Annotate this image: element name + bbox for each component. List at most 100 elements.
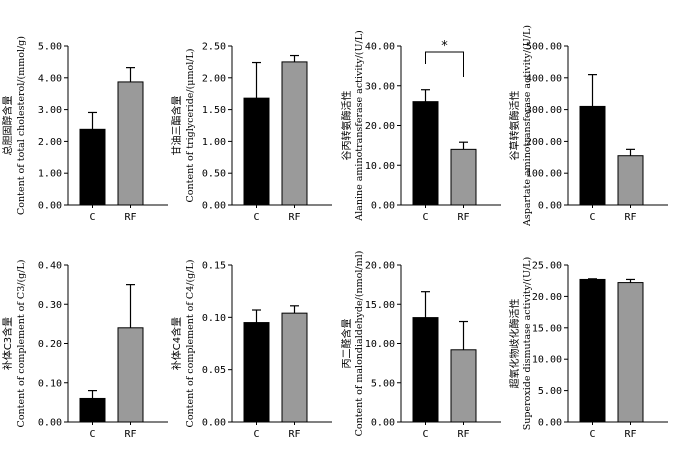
- y-tick-label: 0.10: [202, 313, 226, 324]
- y-tick-label: 15.00: [365, 300, 395, 311]
- y-tick-label: 0.40: [38, 261, 62, 272]
- y-tick-label: 500.00: [526, 42, 562, 53]
- y-axis-label-en: Content of complement of C3/(g/L): [16, 260, 27, 428]
- y-tick-label: 5.00: [38, 42, 62, 53]
- y-tick-label: 2.00: [202, 73, 226, 84]
- bar-RF: [450, 148, 477, 206]
- y-tick-label: 0.00: [38, 418, 62, 429]
- category-label: RF: [457, 212, 469, 223]
- y-axis-label-zh: 补体C4含量: [170, 317, 183, 370]
- category-label: RF: [124, 212, 136, 223]
- y-tick-label: 3.00: [38, 105, 62, 116]
- y-tick-label: 1.00: [202, 137, 226, 148]
- chart-panel-6: 0.00 0.05 0.10 0.15 C RF 补体C4含量 Content of comp…: [170, 260, 332, 440]
- y-tick-label: 0.00: [202, 201, 226, 212]
- y-tick-label: 5.00: [371, 378, 395, 389]
- y-tick-label: 1.00: [38, 169, 62, 180]
- y-tick-label: 0.30: [38, 300, 62, 311]
- y-axis-label-en: Alanine aminotransferase activity/(U/L): [354, 30, 365, 221]
- chart-panel-3: 0.00 10.00 20.00 30.00 40.00 C RF * 谷丙转氨酶活性 Alani…: [340, 30, 501, 223]
- significance-marker: *: [441, 39, 448, 54]
- bar-C: [79, 397, 106, 423]
- bar-RF: [281, 61, 308, 206]
- chart-panel-4: 0.00 100.00 200.00 300.00 400.00 500.00 C RF 谷草转…: [508, 25, 668, 227]
- y-tick-label: 0.00: [538, 418, 562, 429]
- y-tick-label: 400.00: [526, 73, 562, 84]
- bar-C: [579, 278, 606, 423]
- y-tick-label: 30.00: [365, 81, 395, 92]
- y-tick-label: 4.00: [38, 73, 62, 84]
- category-label: C: [589, 429, 595, 440]
- category-label: C: [89, 212, 95, 223]
- y-axis-label-en: Content of malondialdehyde/(nmol/ml): [354, 251, 365, 437]
- bar-C: [412, 101, 439, 206]
- y-tick-label: 15.00: [532, 323, 562, 334]
- y-tick-label: 0.00: [538, 201, 562, 212]
- significance-bracket: [425, 51, 464, 77]
- y-tick-label: 0.00: [371, 201, 395, 212]
- y-axis-label-zh: 谷丙转氨酶活性: [340, 91, 353, 161]
- y-tick-label: 20.00: [365, 261, 395, 272]
- chart-panel-8: 0.00 5.00 10.00 15.00 20.00 25.00 C RF 超氧化物歧化酶活性…: [508, 257, 668, 440]
- y-tick-label: 40.00: [365, 42, 395, 53]
- category-label: RF: [124, 429, 136, 440]
- y-tick-label: 0.00: [371, 418, 395, 429]
- category-label: C: [253, 212, 259, 223]
- y-tick-label: 100.00: [526, 169, 562, 180]
- y-axis-label-en: Content of total cholesterol/(mmol/g): [16, 36, 27, 215]
- y-tick-label: 20.00: [365, 121, 395, 132]
- y-tick-label: 1.50: [202, 105, 226, 116]
- y-tick-label: 25.00: [532, 261, 562, 272]
- y-axis-label-en: Content of complement of C4/(g/L): [185, 260, 196, 428]
- y-tick-label: 10.00: [365, 161, 395, 172]
- chart-panel-2: 0.00 0.50 1.00 1.50 2.00 2.50 C RF 甘油三酯含量 Content…: [170, 42, 332, 223]
- y-tick-label: 0.00: [202, 418, 226, 429]
- y-tick-label: 0.20: [38, 339, 62, 350]
- y-tick-label: 200.00: [526, 137, 562, 148]
- y-tick-label: 5.00: [538, 386, 562, 397]
- category-label: C: [422, 212, 428, 223]
- category-label: RF: [288, 212, 300, 223]
- y-axis-label-zh: 总胆固醇含量: [1, 96, 14, 156]
- y-axis-label-zh: 谷草转氨酶活性: [508, 91, 521, 161]
- y-tick-label: 10.00: [532, 355, 562, 366]
- y-tick-label: 0.00: [38, 201, 62, 212]
- y-tick-label: 0.05: [202, 365, 226, 376]
- y-tick-label: 0.10: [38, 378, 62, 389]
- chart-panel-7: 0.00 5.00 10.00 15.00 20.00 C RF 丙二醛含量 Content o…: [340, 251, 501, 440]
- chart-panel-5: 0.00 0.10 0.20 0.30 0.40 C RF 补体C3含量 Content of …: [1, 260, 168, 440]
- bar-C: [79, 128, 106, 206]
- chart-panel-1: 0.00 1.00 2.00 3.00 4.00 5.00 C RF 总胆固醇含量 Content…: [1, 36, 168, 223]
- bar-C: [243, 322, 270, 423]
- bar-C: [579, 105, 606, 206]
- y-tick-label: 2.00: [38, 137, 62, 148]
- y-tick-label: 2.50: [202, 42, 226, 53]
- bar-RF: [617, 282, 644, 423]
- category-label: RF: [624, 429, 636, 440]
- y-axis-label-en: Superoxide dismutase activity/(U/L): [522, 257, 533, 430]
- category-label: RF: [457, 429, 469, 440]
- category-label: C: [422, 429, 428, 440]
- y-axis-label-en: Content of triglyceride/(μmol/L): [185, 49, 196, 203]
- y-axis-label-zh: 甘油三酯含量: [170, 96, 183, 156]
- bar-C: [412, 317, 439, 423]
- y-axis-label-zh: 超氧化物歧化酶活性: [508, 299, 521, 389]
- bar-C: [243, 97, 270, 206]
- y-axis-label-en: Aspartate aminotransferase activity/(U/L…: [522, 25, 533, 227]
- category-label: RF: [288, 429, 300, 440]
- category-label: C: [253, 429, 259, 440]
- y-tick-label: 20.00: [532, 292, 562, 303]
- y-tick-label: 300.00: [526, 105, 562, 116]
- y-tick-label: 10.00: [365, 339, 395, 350]
- category-label: RF: [624, 212, 636, 223]
- bar-RF: [281, 312, 308, 423]
- bar-RF: [117, 81, 144, 206]
- y-axis-label-zh: 丙二醛含量: [340, 319, 353, 369]
- bar-RF: [617, 155, 644, 206]
- y-tick-label: 0.15: [202, 261, 226, 272]
- bar-RF: [450, 349, 477, 423]
- category-label: C: [589, 212, 595, 223]
- category-label: C: [89, 429, 95, 440]
- bar-RF: [117, 327, 144, 423]
